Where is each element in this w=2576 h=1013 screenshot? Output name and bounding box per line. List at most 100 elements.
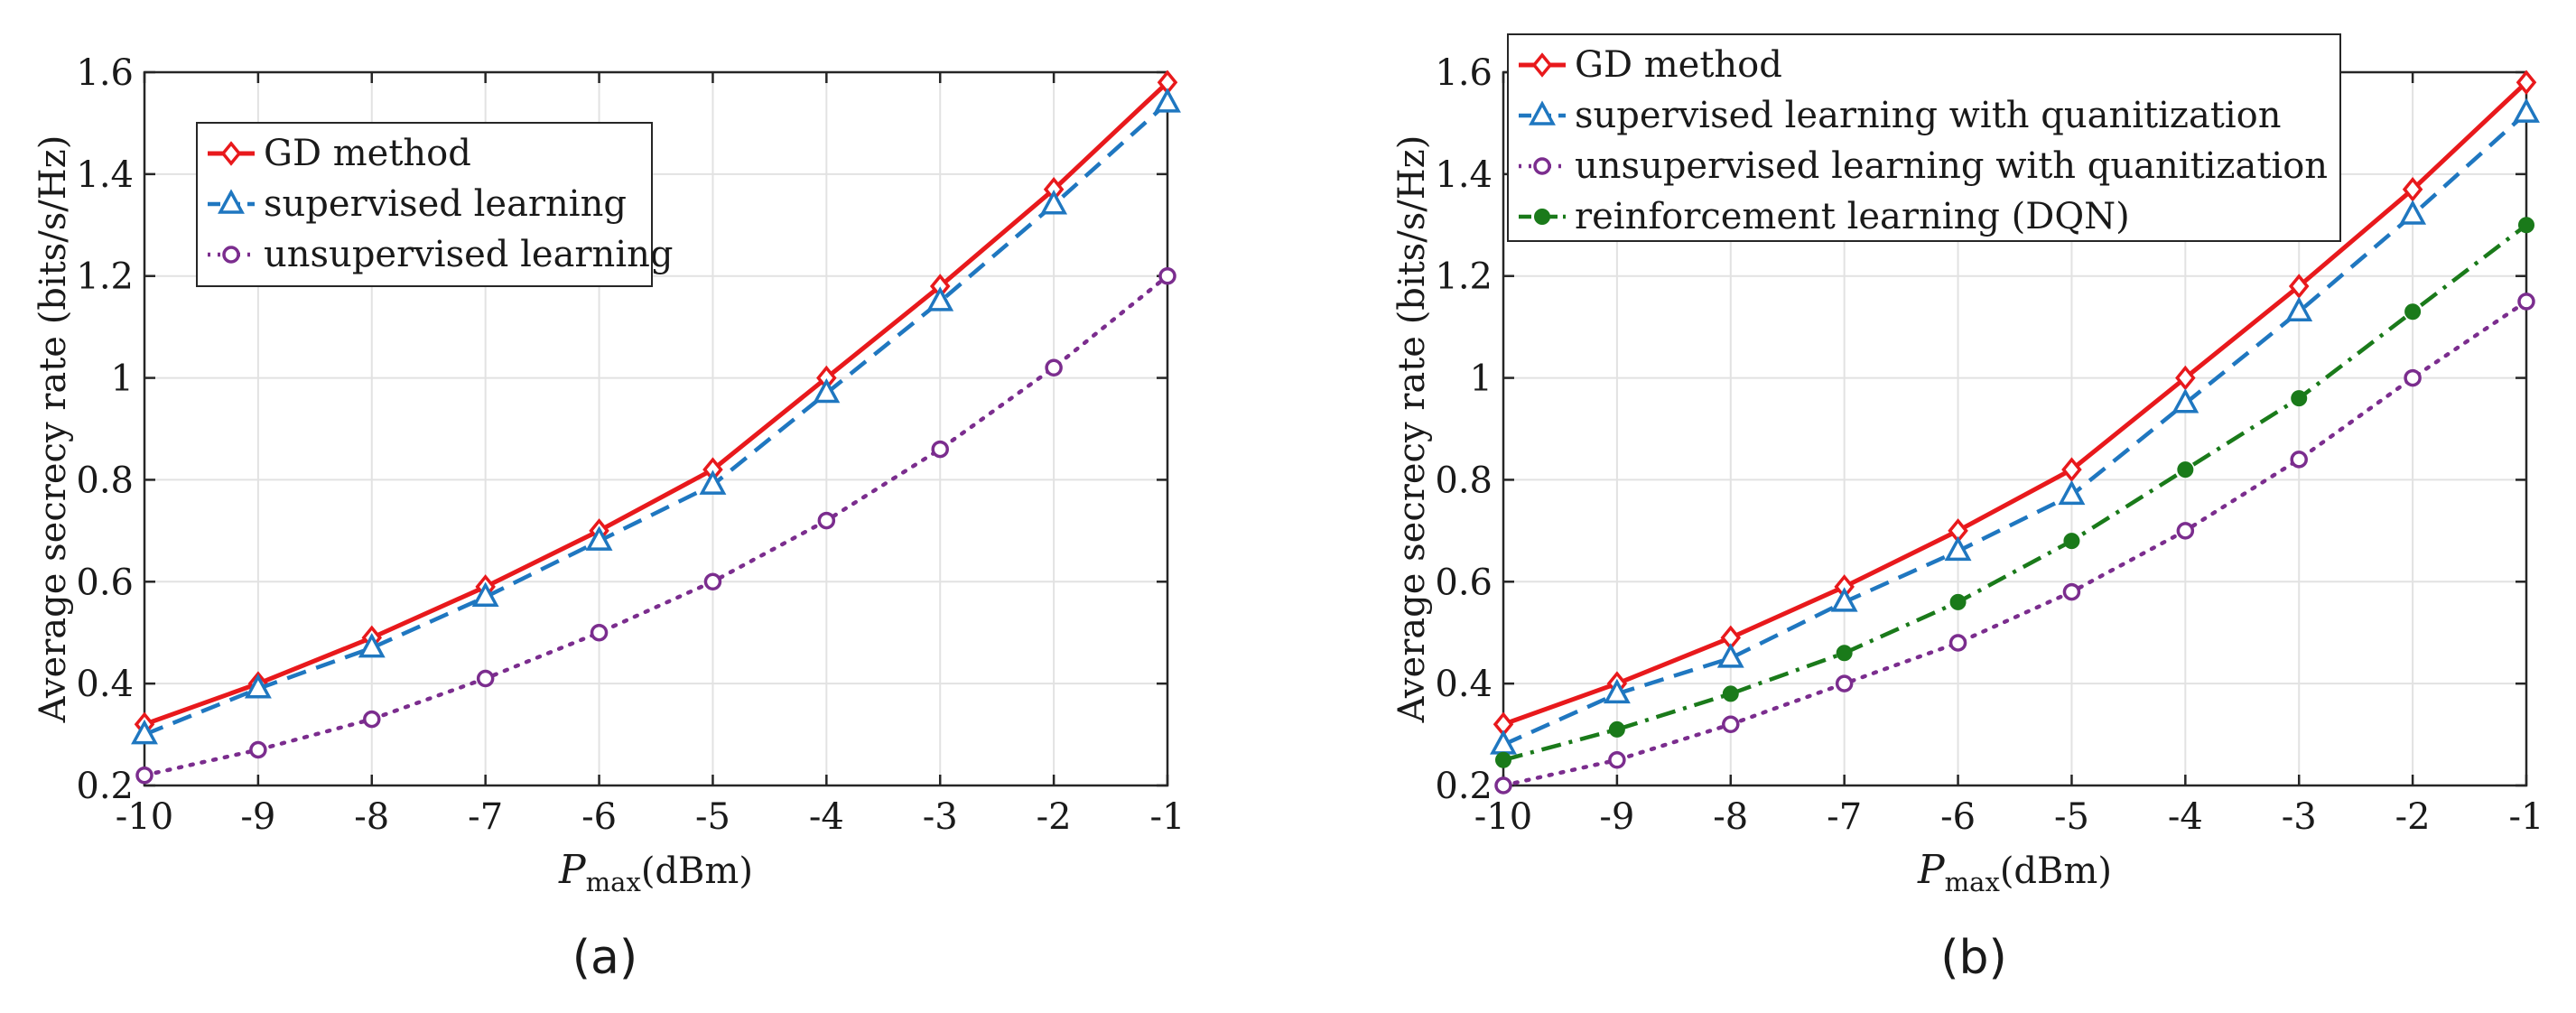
data-point: [1045, 358, 1063, 377]
data-point: [2177, 461, 2194, 479]
x-axis-label-var: P: [1917, 847, 1946, 893]
legend: GD method supervised learning unsupervised…: [196, 122, 673, 287]
legend-box: [196, 122, 653, 287]
x-axis-label-var: P: [558, 847, 587, 893]
data-point: [1716, 643, 1744, 668]
data-point: [2402, 177, 2423, 202]
series-3: [135, 266, 1176, 785]
y-tick-label: 0.6: [76, 562, 134, 603]
data-point: [703, 572, 722, 591]
data-point: [2058, 479, 2086, 506]
y-tick-label: 1.6: [1435, 52, 1493, 94]
y-tick-label: 0.6: [1435, 562, 1493, 603]
y-tick-label: 1: [111, 358, 134, 400]
series-line: [142, 274, 1170, 777]
data-point: [2063, 533, 2080, 550]
axes-box: [143, 70, 1169, 787]
y-tick-label: 0.2: [1435, 766, 1493, 807]
legend-label: GD method: [264, 133, 471, 174]
legend-label: reinforcement learning (DQN): [1575, 196, 2130, 237]
data-point: [2176, 522, 2195, 540]
x-axis-label: Pmax(dBm): [1917, 847, 2112, 897]
data-point: [1948, 634, 1967, 652]
data-point: [817, 511, 836, 530]
x-tick-label: -1: [1150, 796, 1186, 838]
series-line: [144, 101, 1169, 737]
data-point: [590, 623, 609, 642]
legend-label: unsupervised learning with quanitization: [1575, 145, 2328, 187]
legend-marker: [222, 246, 240, 264]
data-point: [1495, 751, 1511, 768]
series-line: [1502, 80, 2528, 727]
y-tick-label: 0.2: [76, 766, 134, 807]
x-tick-label: -7: [1827, 796, 1862, 838]
data-point: [1835, 674, 1854, 692]
data-point: [1603, 678, 1631, 704]
series-line: [1501, 299, 2529, 788]
data-point: [471, 581, 499, 607]
data-point: [2517, 293, 2535, 311]
data-point: [1494, 776, 1512, 795]
data-point: [135, 766, 153, 785]
data-point: [1608, 751, 1626, 769]
chart-panel-a: -10 -9 -8 -7 -6 -5 -4 -3 -2 -1 0.2 0.4 0.6 0.8 1 1.2 1.4…: [33, 52, 1185, 985]
data-point: [1949, 593, 1967, 610]
data-point: [1944, 535, 1972, 562]
x-axis-label-unit: (dBm): [641, 850, 753, 892]
data-point: [2175, 365, 2196, 391]
data-point: [2061, 457, 2082, 482]
data-point: [1040, 190, 1068, 215]
data-point: [476, 669, 495, 688]
data-point: [813, 377, 841, 404]
x-tick-label: -9: [240, 796, 275, 838]
x-tick-label: -9: [1599, 796, 1634, 838]
data-point: [1608, 720, 1625, 738]
data-point: [358, 632, 386, 658]
panel-caption: (b): [1940, 931, 2007, 985]
series-3: [1494, 293, 2535, 795]
x-tick-label: -4: [2168, 796, 2203, 838]
x-axis-label-sub: max: [586, 867, 641, 897]
data-point: [1154, 88, 1181, 113]
data-point: [2062, 582, 2081, 601]
data-point: [2171, 388, 2199, 414]
x-tick-label: -2: [1037, 796, 1072, 838]
legend-label: supervised learning with quanitization: [1575, 95, 2282, 136]
x-tick-label: -6: [1940, 796, 1976, 838]
legend-marker: [1529, 100, 1556, 125]
series-line: [1502, 111, 2528, 747]
data-point: [1722, 715, 1740, 734]
x-tick-label: -10: [116, 796, 173, 838]
y-tick-label: 1.6: [76, 52, 134, 94]
series-4: [1495, 217, 2534, 768]
y-axis-label: Average secrecy rate (bits/s/Hz): [33, 135, 74, 724]
data-point: [585, 525, 613, 551]
chart-panel-b: -10 -9 -8 -7 -6 -5 -4 -3 -2 -1 0.2 0.4 0.6 0.8 1 1.2 1.4…: [1391, 33, 2543, 985]
data-point: [244, 674, 272, 699]
x-tick-label: -4: [809, 796, 844, 838]
x-axis-label-sub: max: [1945, 867, 2000, 897]
y-axis-label: Average secrecy rate (bits/s/Hz): [1391, 135, 1433, 724]
x-tick-label: -6: [581, 796, 617, 838]
series-2: [1490, 98, 2540, 755]
data-point: [699, 469, 727, 495]
x-tick-label: -2: [2395, 796, 2431, 838]
series-2: [131, 88, 1181, 745]
y-tick-label: 0.4: [76, 664, 134, 705]
legend-label: supervised learning: [264, 183, 627, 225]
y-tick-label: 1.2: [76, 256, 134, 298]
data-point: [2285, 296, 2313, 321]
x-tick-label: -3: [923, 796, 958, 838]
legend-marker: [218, 189, 245, 214]
data-point: [2404, 368, 2422, 387]
x-axis-label: Pmax(dBm): [558, 847, 753, 897]
x-tick-label: -8: [354, 796, 389, 838]
legend: GD method supervised learning with quanit…: [1507, 33, 2341, 242]
y-tick-label: 0.8: [76, 460, 134, 501]
data-point: [1722, 685, 1739, 702]
y-tick-label: 0.8: [1435, 460, 1493, 501]
data-point: [1158, 266, 1176, 285]
y-tick-label: 0.4: [1435, 664, 1493, 705]
data-point: [1836, 645, 1853, 662]
data-point: [2518, 217, 2534, 234]
